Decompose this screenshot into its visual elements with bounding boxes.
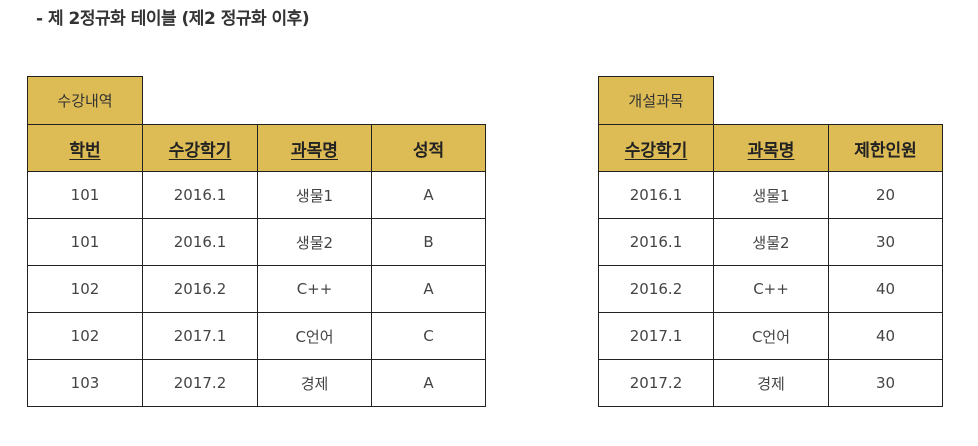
- table-cell: 경제: [713, 359, 829, 407]
- table-row: 101 2016.1 생물1 A: [27, 171, 486, 219]
- table-cell: 102: [27, 312, 143, 360]
- table-row: 2017.1 C언어 40: [598, 312, 943, 360]
- table-row: 103 2017.2 경제 A: [27, 359, 486, 407]
- enrollment-table-caption: 수강내역: [27, 76, 143, 124]
- table-row: 2016.1 생물2 30: [598, 218, 943, 266]
- table-row: 102 2017.1 C언어 C: [27, 312, 486, 360]
- table-cell: 경제: [257, 359, 372, 407]
- table-cell: 2017.1: [598, 312, 714, 360]
- table-cell: B: [371, 218, 486, 266]
- table-row: 2016.1 생물1 20: [598, 171, 943, 219]
- table-cell: C: [371, 312, 486, 360]
- table-cell: 101: [27, 218, 143, 266]
- table-cell: 생물2: [257, 218, 372, 266]
- table-cell: C++: [713, 265, 829, 313]
- table-cell: 30: [828, 359, 943, 407]
- table-row: 101 2016.1 생물2 B: [27, 218, 486, 266]
- table-cell: 생물1: [713, 171, 829, 219]
- table-cell: 2016.1: [142, 171, 258, 219]
- column-header-course-name: 과목명: [713, 124, 829, 172]
- table-cell: 40: [828, 265, 943, 313]
- section-heading: - 제 2정규화 테이블 (제2 정규화 이후): [36, 9, 310, 29]
- table-cell: 2017.2: [598, 359, 714, 407]
- table-cell: 생물1: [257, 171, 372, 219]
- table-row: 2017.2 경제 30: [598, 359, 943, 407]
- table-cell: A: [371, 171, 486, 219]
- table-cell: 30: [828, 218, 943, 266]
- column-header-course-name: 과목명: [257, 124, 372, 172]
- table-cell: 2016.1: [598, 218, 714, 266]
- table-cell: 101: [27, 171, 143, 219]
- table-cell: 2017.1: [142, 312, 258, 360]
- table-cell: A: [371, 265, 486, 313]
- table-cell: C언어: [713, 312, 829, 360]
- enrollment-table: 학번 수강학기 과목명 성적 101 2016.1 생물1 A 101 2016…: [27, 124, 486, 407]
- table-cell: 102: [27, 265, 143, 313]
- table-header-row: 수강학기 과목명 제한인원: [598, 124, 943, 172]
- courses-table-caption: 개설과목: [598, 76, 714, 124]
- column-header-semester: 수강학기: [142, 124, 258, 172]
- column-header-student-id: 학번: [27, 124, 143, 172]
- table-cell: 2016.2: [142, 265, 258, 313]
- table-cell: C++: [257, 265, 372, 313]
- table-cell: 2016.1: [598, 171, 714, 219]
- table-row: 2016.2 C++ 40: [598, 265, 943, 313]
- table-cell: 20: [828, 171, 943, 219]
- column-header-capacity: 제한인원: [828, 124, 943, 172]
- courses-table: 수강학기 과목명 제한인원 2016.1 생물1 20 2016.1 생물2 3…: [598, 124, 943, 407]
- table-cell: 생물2: [713, 218, 829, 266]
- table-header-row: 학번 수강학기 과목명 성적: [27, 124, 486, 172]
- table-cell: 103: [27, 359, 143, 407]
- table-cell: C언어: [257, 312, 372, 360]
- table-cell: 40: [828, 312, 943, 360]
- table-cell: 2016.2: [598, 265, 714, 313]
- column-header-grade: 성적: [371, 124, 486, 172]
- column-header-semester: 수강학기: [598, 124, 714, 172]
- courses-table-block: 개설과목 수강학기 과목명 제한인원 2016.1 생물1 20 2016.1 …: [598, 76, 943, 407]
- table-cell: 2016.1: [142, 218, 258, 266]
- table-cell: 2017.2: [142, 359, 258, 407]
- enrollment-table-block: 수강내역 학번 수강학기 과목명 성적 101 2016.1 생물1 A 101…: [27, 76, 486, 407]
- table-row: 102 2016.2 C++ A: [27, 265, 486, 313]
- table-cell: A: [371, 359, 486, 407]
